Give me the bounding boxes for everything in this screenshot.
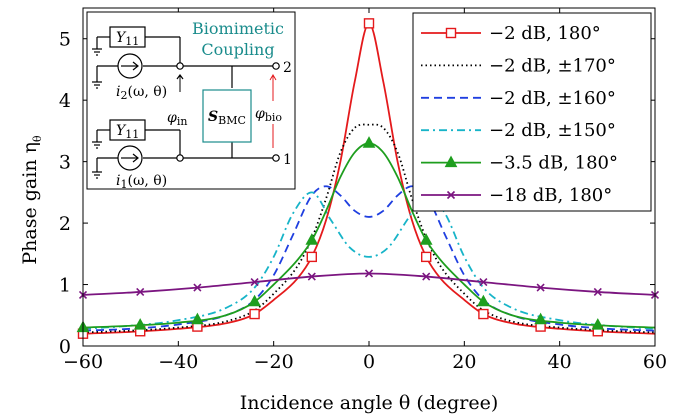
data-point-marker <box>593 287 602 296</box>
inset-port-2 <box>272 62 280 70</box>
legend-label: −3.5 dB, 180° <box>489 153 618 174</box>
inset-sbmc-label: SBMC <box>208 109 246 127</box>
data-point-marker <box>419 233 433 245</box>
inset-title-line1: Biomimetic <box>192 19 284 38</box>
legend-label: −2 dB, 180° <box>489 23 601 44</box>
data-point-marker <box>591 318 605 330</box>
inset-title-line2: Coupling <box>201 40 274 59</box>
legend-label: −2 dB, ±170° <box>489 55 616 76</box>
legend-marker <box>446 190 456 200</box>
data-point-marker <box>250 278 259 287</box>
inset-node-bottom <box>176 154 184 162</box>
data-point-marker <box>421 251 432 263</box>
data-point-marker <box>305 233 319 245</box>
inset-source-bottom-label: i1(ω, θ) <box>116 173 167 191</box>
inset-sbmc-block <box>202 89 252 143</box>
y-tick-label: 2 <box>59 213 71 235</box>
data-point-marker <box>422 272 431 281</box>
series-line-2-db-160 <box>82 185 656 332</box>
data-point-marker <box>534 312 547 325</box>
data-point-marker <box>479 278 488 287</box>
legend: −2 dB, 180° −2 dB, ±170° −2 dB, ±160° −2 dB… <box>412 12 652 212</box>
legend-box <box>412 12 652 212</box>
data-point-marker <box>249 308 260 320</box>
legend-marker <box>445 27 457 39</box>
legend-label: −2 dB, ±150° <box>489 120 616 141</box>
inset-lower-branch <box>92 119 181 179</box>
y-tick-label: 4 <box>59 90 71 112</box>
data-point-marker <box>248 294 261 307</box>
legend-label: −2 dB, ±160° <box>489 88 616 109</box>
inset-port-1-label: 1 <box>283 152 292 168</box>
x-tick-label: −40 <box>158 351 198 373</box>
data-point-marker <box>478 308 489 320</box>
data-point-marker <box>193 283 202 292</box>
inset-phi-bio: φbio <box>255 106 282 124</box>
inset-port-1 <box>272 154 280 162</box>
x-tick-label: 40 <box>548 351 572 373</box>
data-point-marker <box>477 294 490 307</box>
x-tick-label: 60 <box>643 351 667 373</box>
y-tick-label: 0 <box>59 336 71 358</box>
legend-label: −18 dB, 180° <box>489 185 612 206</box>
y-axis-title: Phase gain ηθ <box>19 135 44 265</box>
inset-upper-branch <box>92 26 181 89</box>
series-line-2-db-170 <box>82 123 656 334</box>
y-axis-title-main: Phase gain η <box>19 142 41 265</box>
x-tick-label: 0 <box>363 351 375 373</box>
data-point-marker <box>364 269 374 278</box>
x-axis-title: Incidence angle θ (degree) <box>240 392 499 414</box>
x-tick-label: 20 <box>452 351 476 373</box>
inset-phi-in: φin <box>167 110 187 128</box>
series-line-2-db-150 <box>82 191 656 330</box>
x-tick-label: −20 <box>254 351 294 373</box>
y-tick-label: 1 <box>59 275 71 297</box>
y-axis-title-sub: θ <box>31 135 44 142</box>
data-point-marker <box>136 287 145 296</box>
data-point-marker <box>133 318 147 330</box>
inset-node-top <box>176 62 184 70</box>
inset-y11-bottom: Y11 <box>116 123 139 141</box>
y-tick-label: 3 <box>59 152 71 174</box>
data-point-marker <box>362 136 376 148</box>
data-point-marker <box>191 312 204 325</box>
data-point-marker <box>536 283 545 292</box>
inset-source-top-label: i2(ω, θ) <box>116 84 167 102</box>
x-tick-label: −60 <box>63 351 103 373</box>
inset-y11-top: Y11 <box>116 30 139 48</box>
legend-marker <box>444 155 458 168</box>
inset-phi-bio-arrow <box>269 74 277 148</box>
axis-ticks: −60 −40 −20 0 20 40 60 0 1 2 3 4 5 <box>59 8 667 373</box>
data-point-marker <box>363 18 375 29</box>
data-point-marker <box>306 251 317 263</box>
series-line-18-db-180 <box>82 272 656 296</box>
data-point-marker <box>307 272 316 281</box>
inset-coupling-wiring <box>176 65 273 159</box>
inset-port-2-label: 2 <box>283 60 292 76</box>
y-tick-label: 5 <box>59 29 71 51</box>
inset-circuit-diagram: Y11 i2(ω, θ) Y11 i1(ω, θ) <box>86 11 296 191</box>
